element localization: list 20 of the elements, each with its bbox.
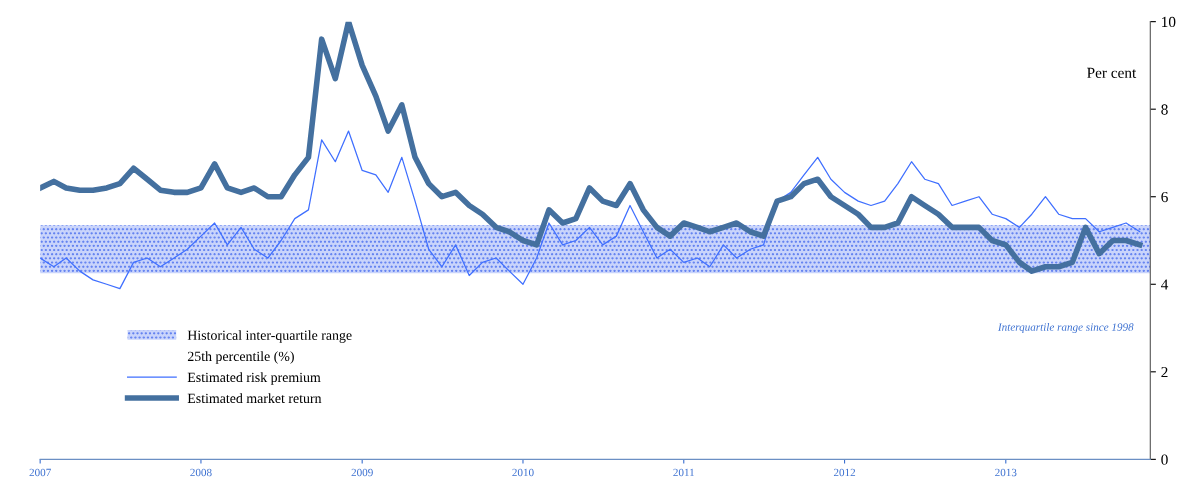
y-tick-label: 10 <box>1162 16 1176 28</box>
x-tick-label: 2007 <box>29 468 51 477</box>
x-tick-label: 2011 <box>673 468 695 477</box>
x-tick-label: 2013 <box>995 468 1017 477</box>
x-tick-label: 2009 <box>351 468 373 477</box>
legend-label: Estimated risk premium <box>187 372 321 385</box>
legend-label: Estimated market return <box>187 393 322 404</box>
x-tick-label: 2010 <box>512 468 534 477</box>
x-tick-label: 2012 <box>833 468 856 477</box>
y-tick-label: 6 <box>1161 191 1168 203</box>
y-tick-label: 2 <box>1161 367 1168 378</box>
legend-label: Historical inter-quartile range <box>187 330 352 343</box>
y-tick-label: 0 <box>1161 454 1168 465</box>
annotation: Interquartile range since 1998 <box>997 323 1134 334</box>
y-axis-title: Per cent <box>1087 67 1137 78</box>
annotation: 25th percentile (%) <box>187 351 294 364</box>
line-series <box>40 130 1141 290</box>
x-tick-label: 2008 <box>190 468 212 477</box>
y-tick-label: 8 <box>1161 104 1168 115</box>
y-tick-label: 4 <box>1161 279 1169 290</box>
